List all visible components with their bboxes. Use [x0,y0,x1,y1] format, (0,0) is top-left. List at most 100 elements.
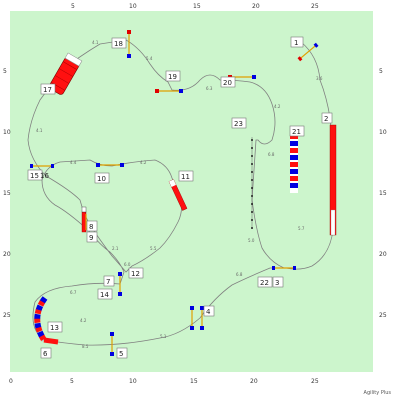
svg-text:23: 23 [234,120,243,128]
scale-bottom-20: 20 [250,378,258,385]
number-22: 22 [257,276,273,288]
number-10: 10 [94,172,110,184]
jump-7-12 [118,272,122,296]
scale-left-10: 10 [3,129,11,136]
svg-text:19: 19 [168,73,177,81]
scale-bottom-10: 10 [129,378,137,385]
scale-bottom-5: 5 [70,378,74,385]
svg-text:22: 22 [260,279,269,287]
number-19: 19 [165,70,181,82]
scale-bottom-0: 0 [9,378,13,385]
distance-label: 4.2 [80,318,87,323]
seesaw-11 [168,179,188,211]
distance-label: 5.5 [150,246,157,251]
watermark-agility-plus: Agility Plus [363,390,391,396]
number-6: 6 [40,347,52,359]
svg-text:6: 6 [43,350,48,358]
svg-text:2: 2 [324,115,328,123]
number-15: 15 [27,169,43,181]
distance-label: 4.1 [36,128,43,133]
distance-label: 6.0 [124,262,131,267]
svg-text:21: 21 [292,128,301,136]
svg-text:18: 18 [114,40,123,48]
number-13: 13 [47,321,63,333]
distance-label: 5.4 [146,56,153,61]
number-14: 14 [97,288,113,300]
scale-right-20: 20 [379,251,387,258]
jump-18 [127,30,131,58]
scale-left-25: 25 [3,312,11,319]
svg-text:5: 5 [119,350,123,358]
number-9: 9 [86,231,98,243]
weave-poles-23 [251,137,253,229]
jump-4-a [190,306,194,330]
distance-label: 6.3 [206,86,213,91]
scale-right-25: 25 [379,312,387,319]
jump-19 [155,89,183,93]
distance-label: 6.7 [70,290,77,295]
scale-bottom-25: 25 [311,378,319,385]
distance-label: 4.2 [140,160,147,165]
number-11: 11 [178,170,194,182]
distance-label: 3.6 [316,76,323,81]
scale-top-5: 5 [71,3,75,10]
distance-label: 4.1 [92,40,99,45]
scale-left-20: 20 [3,251,11,258]
number-4: 4 [203,305,215,317]
number-8: 8 [86,220,98,232]
jump-1 [297,42,319,62]
number-23: 23 [231,117,247,129]
scale-left-15: 15 [3,190,11,197]
tunnel-21 [290,133,298,193]
jump-16 [30,164,54,168]
scale-top-10: 10 [129,3,137,10]
svg-text:16: 16 [40,172,49,180]
svg-text:14: 14 [100,291,109,299]
distance-label: 5.1 [160,334,167,339]
tunnel-13-red [34,296,48,342]
svg-text:12: 12 [131,270,140,278]
svg-text:3: 3 [275,279,279,287]
jump-10 [96,163,124,167]
svg-text:9: 9 [89,234,93,242]
scale-top-25: 25 [311,3,319,10]
svg-text:11: 11 [181,173,190,181]
scale-top-15: 15 [193,3,201,10]
number-20: 20 [220,76,236,88]
distance-label: 6.8 [268,152,275,157]
distance-label: 4.4 [70,160,77,165]
distance-label: 5.7 [298,226,305,231]
distance-label: 8.5 [82,344,89,349]
scale-top-20: 20 [252,3,260,10]
number-21: 21 [289,125,305,137]
dogwalk-2 [329,124,337,236]
number-5: 5 [116,347,128,359]
svg-text:8: 8 [89,223,93,231]
distance-label: 5.0 [248,238,255,243]
number-18: 18 [111,37,127,49]
number-7: 7 [103,275,115,287]
svg-text:15: 15 [30,172,39,180]
number-12: 12 [128,267,144,279]
svg-text:20: 20 [223,79,232,87]
scale-right-5: 5 [379,68,383,75]
tunnel-17 [48,52,83,95]
scale-right-10: 10 [379,129,387,136]
number-1: 1 [290,36,304,48]
distance-label: 6.8 [236,272,243,277]
jump-22-3 [272,266,296,270]
distance-label: 4.2 [274,104,281,109]
number-17: 17 [40,83,56,95]
number-2: 2 [321,112,333,124]
svg-text:10: 10 [97,175,106,183]
svg-text:4: 4 [206,308,211,316]
svg-text:13: 13 [50,324,59,332]
scale-left-5: 5 [3,68,7,75]
svg-text:17: 17 [43,86,52,94]
scale-right-15: 15 [379,190,387,197]
number-16: 16 [40,172,49,180]
distance-label: 2.1 [112,246,119,251]
svg-text:7: 7 [106,278,110,286]
